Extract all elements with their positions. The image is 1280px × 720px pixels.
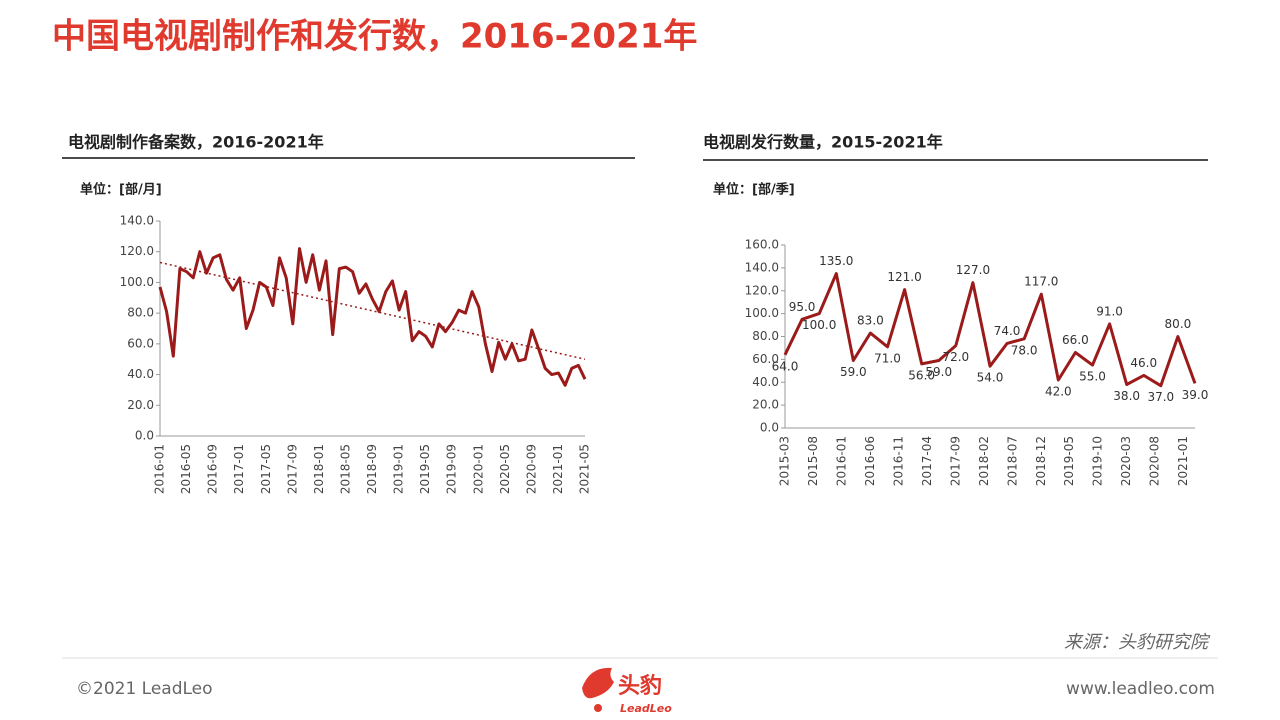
x-tick-label: 2019-10 [1091, 436, 1105, 486]
x-tick-label: 2018-12 [1034, 436, 1048, 486]
x-tick-label: 2015-08 [806, 436, 820, 486]
x-tick-label: 2021-01 [551, 444, 565, 494]
logo: 头豹 LeadLeo [582, 667, 672, 715]
data-label: 64.0 [772, 359, 799, 373]
y-tick-label: 0.0 [135, 429, 154, 443]
data-label: 55.0 [1079, 370, 1106, 384]
source: 来源：头豹研究院 [1064, 632, 1211, 653]
data-label: 59.0 [925, 365, 952, 379]
data-label: 91.0 [1096, 304, 1123, 318]
x-tick-label: 2017-04 [920, 436, 934, 486]
x-tick-label: 2018-09 [365, 444, 379, 494]
data-label: 135.0 [819, 254, 853, 268]
y-tick-label: 20.0 [752, 398, 779, 412]
x-tick-label: 2020-03 [1119, 436, 1133, 486]
x-tick-label: 2019-05 [1062, 436, 1076, 486]
data-label: 74.0 [994, 324, 1021, 338]
logo-en: LeadLeo [620, 702, 672, 715]
x-tick-label: 2016-06 [863, 436, 877, 486]
website: www.leadleo.com [1066, 679, 1215, 699]
series-line [783, 272, 1197, 388]
y-tick-label: 140.0 [120, 214, 154, 228]
data-label: 54.0 [977, 371, 1004, 385]
x-tick-label: 2020-01 [471, 444, 485, 494]
data-label: 78.0 [1011, 343, 1038, 357]
x-tick-label: 2015-03 [778, 436, 792, 486]
series-line [158, 247, 587, 387]
x-tick-label: 2017-09 [948, 436, 962, 486]
y-tick-label: 80.0 [127, 306, 154, 320]
data-label: 117.0 [1024, 275, 1058, 289]
data-label: 80.0 [1165, 317, 1192, 331]
data-label: 66.0 [1062, 333, 1089, 347]
y-tick-label: 80.0 [752, 329, 779, 343]
logo-mark [582, 667, 614, 699]
x-tick-label: 2016-09 [206, 444, 220, 494]
y-tick-label: 60.0 [127, 336, 154, 350]
slide-title: 中国电视剧制作和发行数，2016-2021年 [52, 17, 697, 57]
x-tick-label: 2016-11 [891, 436, 905, 486]
copyright: ©2021 LeadLeo [76, 679, 213, 699]
x-tick-label: 2016-01 [834, 436, 848, 486]
x-tick-label: 2018-01 [312, 444, 326, 494]
y-tick-label: 120.0 [745, 283, 779, 297]
x-tick-label: 2021-01 [1176, 436, 1190, 486]
data-label: 72.0 [942, 350, 969, 364]
y-tick-label: 160.0 [745, 238, 779, 252]
y-tick-label: 20.0 [127, 398, 154, 412]
x-tick-label: 2017-09 [285, 444, 299, 494]
x-tick-label: 2017-05 [259, 444, 273, 494]
data-label: 121.0 [887, 270, 921, 284]
y-tick-label: 40.0 [127, 367, 154, 381]
x-tick-label: 2020-09 [524, 444, 538, 494]
y-tick-label: 0.0 [760, 421, 779, 435]
data-label: 39.0 [1182, 388, 1209, 402]
y-tick-label: 60.0 [752, 352, 779, 366]
unit-label: 单位：[部/季] [713, 182, 795, 198]
x-tick-label: 2019-01 [392, 444, 406, 494]
logo-dot [594, 704, 602, 712]
logo-cn: 头豹 [618, 673, 662, 699]
trendline [159, 261, 586, 360]
x-tick-label: 2020-05 [498, 444, 512, 494]
x-tick-label: 2019-09 [445, 444, 459, 494]
data-label: 83.0 [857, 314, 884, 328]
chart-title: 电视剧发行数量，2015-2021年 [703, 133, 943, 152]
x-tick-label: 2018-07 [1005, 436, 1019, 486]
data-label: 38.0 [1113, 389, 1140, 403]
x-tick-label: 2021-05 [578, 444, 592, 494]
x-tick-label: 2016-01 [153, 444, 167, 494]
data-label: 71.0 [874, 351, 901, 365]
y-tick-label: 140.0 [745, 260, 779, 274]
chart-title: 电视剧制作备案数，2016-2021年 [68, 133, 324, 152]
x-tick-label: 2016-05 [179, 444, 193, 494]
y-tick-label: 120.0 [120, 244, 154, 258]
unit-label: 单位：[部/月] [80, 182, 162, 198]
y-tick-label: 100.0 [745, 306, 779, 320]
data-label: 42.0 [1045, 384, 1072, 398]
y-tick-label: 100.0 [120, 275, 154, 289]
x-tick-label: 2019-05 [418, 444, 432, 494]
x-tick-label: 2017-01 [232, 444, 246, 494]
x-tick-label: 2018-02 [977, 436, 991, 486]
data-label: 56.0 [908, 368, 935, 382]
data-label: 127.0 [956, 263, 990, 277]
data-label: 100.0 [802, 318, 836, 332]
x-tick-label: 2018-05 [338, 444, 352, 494]
data-label: 46.0 [1130, 356, 1157, 370]
data-label: 37.0 [1147, 390, 1174, 404]
y-tick-label: 40.0 [752, 375, 779, 389]
data-label: 59.0 [840, 365, 867, 379]
x-tick-label: 2020-08 [1148, 436, 1162, 486]
data-label: 95.0 [789, 300, 816, 314]
